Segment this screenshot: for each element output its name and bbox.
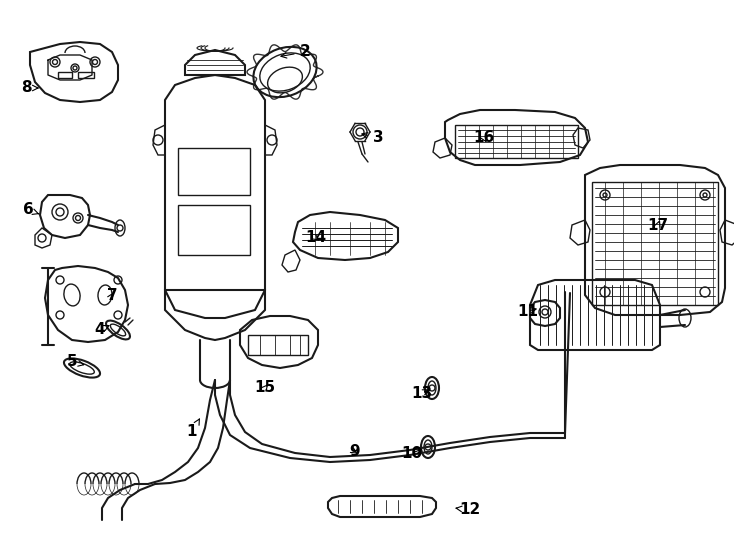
Text: 17: 17 (647, 218, 669, 233)
Text: 8: 8 (21, 80, 38, 96)
Text: 16: 16 (473, 131, 495, 145)
Text: 11: 11 (517, 303, 539, 319)
Text: 10: 10 (401, 446, 423, 461)
Text: 3: 3 (362, 131, 383, 145)
Text: 13: 13 (412, 386, 432, 401)
Text: 15: 15 (255, 381, 275, 395)
Text: 5: 5 (67, 354, 84, 369)
Text: 2: 2 (281, 44, 310, 59)
Text: 12: 12 (456, 503, 481, 517)
Text: 1: 1 (186, 419, 200, 440)
Text: 6: 6 (23, 202, 39, 218)
Text: 9: 9 (349, 444, 360, 460)
Text: 4: 4 (95, 322, 109, 338)
Text: 7: 7 (106, 287, 117, 302)
Text: 14: 14 (305, 231, 327, 246)
